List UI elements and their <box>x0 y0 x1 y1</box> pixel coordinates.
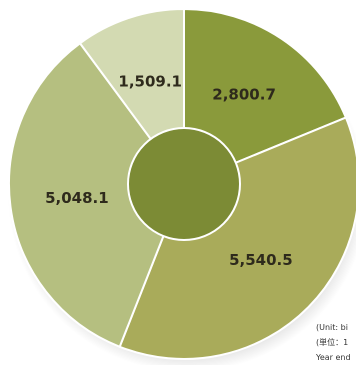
slice-value-label: 5,048.1 <box>45 189 109 207</box>
pie-slice <box>118 116 356 360</box>
slice-value-label: 1,509.1 <box>118 72 182 90</box>
year-note: Year end <box>316 353 351 362</box>
slice-value-label: 2,800.7 <box>212 85 276 103</box>
unit-note: (Unit: bi <box>316 323 348 332</box>
slice-value-label: 5,540.5 <box>229 251 293 269</box>
unit-note-jp: (単位：1 <box>316 338 349 347</box>
pie-slice <box>8 41 186 349</box>
donut-center <box>127 127 241 241</box>
pie-slice <box>183 7 348 186</box>
